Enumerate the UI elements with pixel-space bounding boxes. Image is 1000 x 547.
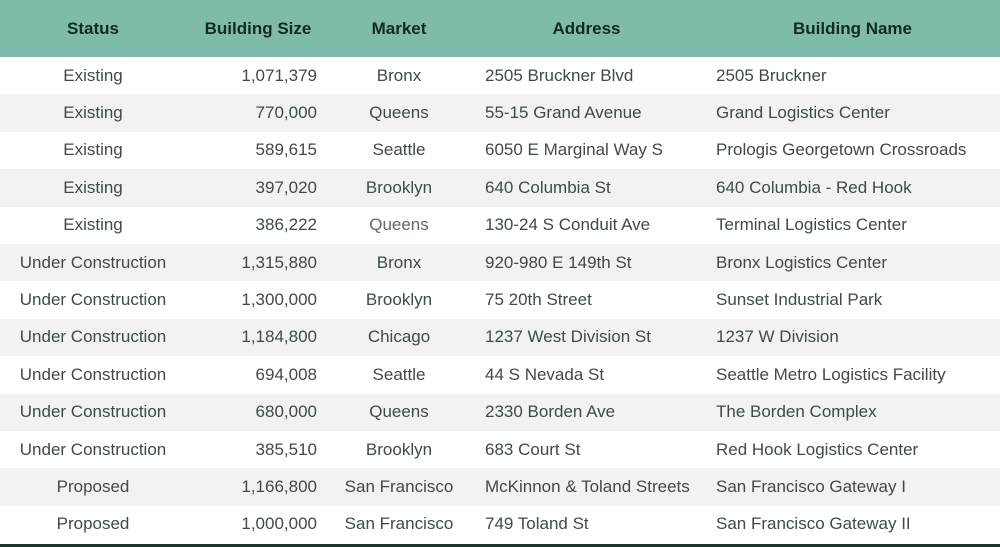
cell-status: Existing xyxy=(63,65,123,85)
cell-building-name: Red Hook Logistics Center xyxy=(716,439,919,459)
table-row: Under Construction 1,184,800 Chicago 1237 W… xyxy=(0,318,1000,357)
cell-market: San Francisco xyxy=(344,476,454,496)
cell-building-size: 770,000 xyxy=(255,103,317,123)
table-row: Under Construction 694,008 Seattle 44 S Nev… xyxy=(0,356,1000,394)
cell-market: Queens xyxy=(369,215,429,235)
cell-address: McKinnon & Toland Streets xyxy=(485,476,690,496)
cell-building-name: 1237 W Division xyxy=(716,327,839,347)
cell-building-name: Sunset Industrial Park xyxy=(716,290,883,310)
cell-building-name: Bronx Logistics Center xyxy=(716,252,888,272)
cell-building-size: 397,020 xyxy=(255,177,317,197)
cell-building-name: San Francisco Gateway II xyxy=(716,514,911,534)
column-header-market: Market xyxy=(330,0,468,57)
cell-status: Existing xyxy=(63,215,123,235)
cell-market: Seattle xyxy=(372,140,426,160)
cell-market: San Francisco xyxy=(344,514,454,534)
cell-building-size: 694,008 xyxy=(255,364,317,384)
cell-status: Under Construction xyxy=(19,252,167,272)
cell-address: 920-980 E 149th St xyxy=(485,252,632,272)
cell-status: Proposed xyxy=(56,476,130,496)
cell-status: Under Construction xyxy=(19,439,167,459)
cell-status: Under Construction xyxy=(19,290,167,310)
table-row: Under Construction 1,300,000 Brooklyn 75 20… xyxy=(0,281,1000,319)
column-header-building-name: Building Name xyxy=(705,0,1000,57)
column-header-status: Status xyxy=(0,0,186,57)
cell-market: Chicago xyxy=(367,327,431,347)
cell-market: Queens xyxy=(369,103,429,123)
column-header-address: Address xyxy=(468,0,705,57)
cell-address: 683 Court St xyxy=(485,439,581,459)
table-row: Existing 397,020 Brooklyn 640 Columbia St 64… xyxy=(0,169,1000,207)
cell-building-size: 680,000 xyxy=(255,402,317,422)
table-row: Existing 770,000 Queens 55-15 Grand Avenue G… xyxy=(0,94,1000,132)
table-row: Proposed 1,000,000 San Francisco 749 Toland… xyxy=(0,505,1000,544)
cell-building-size: 1,166,800 xyxy=(241,476,317,496)
table-row: Existing 1,071,379 Bronx 2505 Bruckner Blvd… xyxy=(0,57,1000,95)
cell-building-name: 2505 Bruckner xyxy=(716,65,827,85)
cell-market: Seattle xyxy=(372,364,426,384)
cell-market: Brooklyn xyxy=(365,290,433,310)
cell-market: Bronx xyxy=(376,252,422,272)
table-header: Status Building Size Market Address Buil… xyxy=(0,0,1000,57)
cell-building-size: 1,071,379 xyxy=(241,65,317,85)
cell-building-size: 386,222 xyxy=(255,215,317,235)
cell-address: 6050 E Marginal Way S xyxy=(485,140,663,160)
cell-market: Queens xyxy=(369,402,429,422)
cell-market: Brooklyn xyxy=(365,177,433,197)
table-row: Under Construction 1,315,880 Bronx 920-980 … xyxy=(0,243,1000,282)
cell-status: Existing xyxy=(63,177,123,197)
cell-address: 130-24 S Conduit Ave xyxy=(485,215,651,235)
table-header-row: Status Building Size Market Address Buil… xyxy=(0,0,1000,57)
cell-building-size: 1,184,800 xyxy=(241,327,317,347)
cell-address: 749 Toland St xyxy=(485,514,589,534)
cell-status: Proposed xyxy=(56,514,130,534)
cell-building-size: 1,300,000 xyxy=(241,290,317,310)
cell-building-name: 640 Columbia - Red Hook xyxy=(716,177,912,197)
cell-building-name: Terminal Logistics Center xyxy=(716,215,907,235)
cell-building-size: 1,315,880 xyxy=(241,252,317,272)
column-header-building-size: Building Size xyxy=(186,0,330,57)
cell-address: 2505 Bruckner Blvd xyxy=(485,65,634,85)
table-row: Existing 589,615 Seattle 6050 E Marginal Wa… xyxy=(0,131,1000,170)
cell-status: Under Construction xyxy=(19,364,167,384)
cell-building-name: Seattle Metro Logistics Facility xyxy=(716,364,946,384)
cell-building-name: Prologis Georgetown Crossroads xyxy=(716,140,967,160)
cell-status: Existing xyxy=(63,140,123,160)
cell-address: 44 S Nevada St xyxy=(485,364,605,384)
cell-status: Existing xyxy=(63,103,123,123)
cell-address: 640 Columbia St xyxy=(485,177,611,197)
table-row: Under Construction 680,000 Queens 2330 Bord… xyxy=(0,393,1000,431)
table-row: Proposed 1,166,800 San Francisco McKinnon &… xyxy=(0,468,1000,506)
cell-status: Under Construction xyxy=(19,402,167,422)
cell-address: 2330 Borden Ave xyxy=(485,402,616,422)
cell-building-size: 1,000,000 xyxy=(241,514,317,534)
table-row: Existing 386,222 Queens 130-24 S Conduit Av… xyxy=(0,206,1000,244)
cell-address: 1237 West Division St xyxy=(485,327,651,347)
cell-address: 75 20th Street xyxy=(485,290,592,310)
cell-market: Brooklyn xyxy=(365,439,433,459)
cell-building-name: San Francisco Gateway I xyxy=(716,476,906,496)
cell-building-name: The Borden Complex xyxy=(716,402,877,422)
cell-market: Bronx xyxy=(376,65,422,85)
cell-status: Under Construction xyxy=(19,327,167,347)
cell-building-size: 589,615 xyxy=(255,140,317,160)
table-row: Under Construction 385,510 Brooklyn 683 Cou… xyxy=(0,430,1000,469)
cell-building-size: 385,510 xyxy=(255,439,317,459)
table-body: Existing 1,071,379 Bronx 2505 Bruckner Blvd… xyxy=(0,57,1000,544)
cell-address: 55-15 Grand Avenue xyxy=(485,103,642,123)
cell-building-name: Grand Logistics Center xyxy=(716,103,890,123)
